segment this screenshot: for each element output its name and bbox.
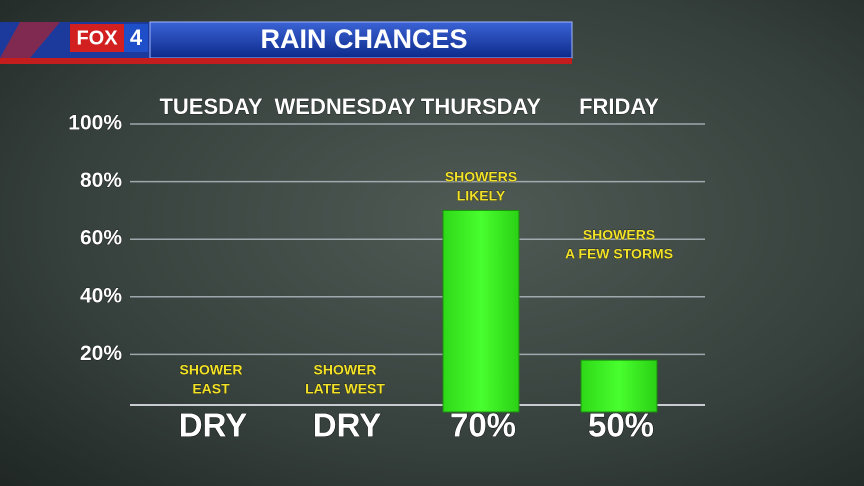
x-tick-label: TUESDAY — [159, 94, 262, 119]
chance-label: 70% — [450, 407, 516, 444]
chance-label: DRY — [313, 407, 381, 444]
annotation: LIKELY — [457, 188, 506, 204]
x-tick-label: FRIDAY — [579, 94, 659, 119]
y-tick-label: 20% — [80, 342, 122, 365]
chance-label: 50% — [588, 407, 654, 444]
annotation: SHOWER — [314, 362, 377, 378]
y-tick-label: 40% — [80, 284, 122, 307]
annotation: SHOWER — [180, 362, 243, 378]
flag-stripe — [0, 22, 60, 58]
title-stripe — [0, 58, 572, 64]
logo-text: FOX — [76, 27, 118, 49]
x-tick-label: WEDNESDAY — [275, 94, 416, 119]
y-tick-label: 60% — [80, 227, 122, 250]
logo-text: 4 — [130, 25, 143, 50]
chance-label: DRY — [179, 407, 247, 444]
y-tick-label: 80% — [80, 169, 122, 192]
chart-title: RAIN CHANCES — [260, 24, 467, 54]
x-tick-label: THURSDAY — [421, 94, 542, 119]
annotation: A FEW STORMS — [565, 246, 673, 262]
bar — [580, 359, 658, 413]
annotation: EAST — [192, 381, 230, 397]
header: FOX 4 RAIN CHANCES — [0, 21, 573, 64]
logo-box — [124, 24, 148, 52]
y-tick-label: 100% — [68, 112, 122, 135]
bar — [442, 209, 520, 413]
logo-box — [70, 24, 124, 52]
annotation: SHOWERS — [583, 227, 655, 243]
annotation: LATE WEST — [305, 381, 385, 397]
annotation: SHOWERS — [445, 169, 517, 185]
